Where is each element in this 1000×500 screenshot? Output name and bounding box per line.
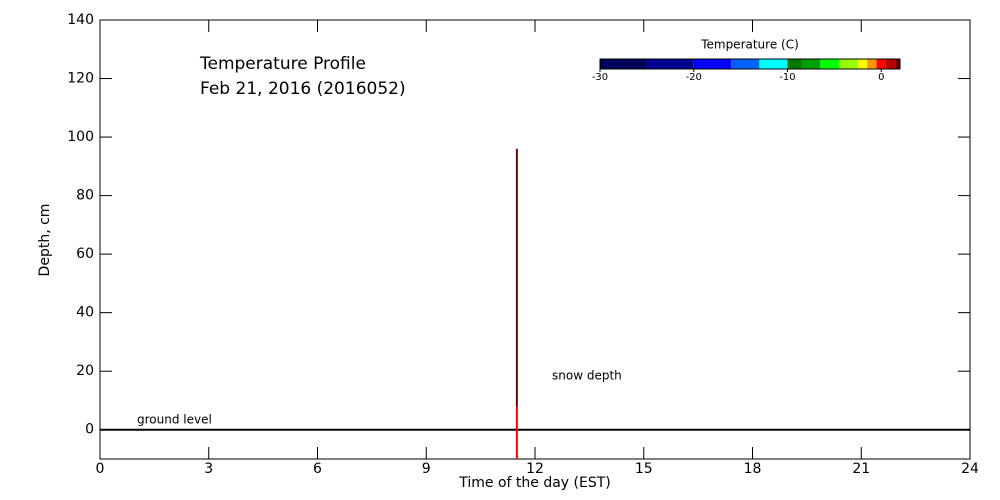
colorbar-bin xyxy=(857,59,868,69)
annotation: snow depth xyxy=(552,369,622,383)
colorbar-bin xyxy=(801,59,821,69)
colorbar-bin xyxy=(731,59,760,69)
annotation: ground level xyxy=(137,413,212,427)
x-tick-label: 24 xyxy=(961,461,979,477)
x-tick-label: 3 xyxy=(204,461,213,477)
chart-subtitle: Feb 21, 2016 (2016052) xyxy=(200,79,406,99)
colorbar-bin xyxy=(787,59,802,69)
x-tick-label: 9 xyxy=(422,461,431,477)
colorbar-tick-label: -30 xyxy=(592,72,608,83)
colorbar-label: Temperature (C) xyxy=(700,38,799,52)
x-tick-label: 12 xyxy=(526,461,544,477)
y-tick-label: 140 xyxy=(67,12,94,28)
x-tick-label: 6 xyxy=(313,461,322,477)
chart-title: Temperature Profile xyxy=(199,54,366,74)
colorbar-frame xyxy=(599,58,901,70)
y-tick-label: 100 xyxy=(67,129,94,145)
colorbar-tick-label: -20 xyxy=(686,72,702,83)
y-axis-label: Depth, cm xyxy=(37,204,53,277)
x-tick-label: 21 xyxy=(852,461,870,477)
colorbar-bin xyxy=(885,59,896,69)
colorbar-tick-label: -10 xyxy=(779,72,795,83)
colorbar-bin xyxy=(759,59,788,69)
colorbar-bin xyxy=(867,59,877,69)
colorbar-bin xyxy=(895,59,900,69)
colorbar-tick-label: 0 xyxy=(878,72,884,83)
x-tick-label: 15 xyxy=(635,461,653,477)
colorbar-bin xyxy=(839,59,858,69)
x-axis-label: Time of the day (EST) xyxy=(458,475,611,491)
y-tick-label: 40 xyxy=(76,305,94,321)
y-tick-label: 80 xyxy=(76,188,94,204)
colorbar-bin xyxy=(820,59,840,69)
y-tick-label: 60 xyxy=(76,246,94,262)
x-tick-label: 0 xyxy=(96,461,105,477)
y-tick-label: 120 xyxy=(67,71,94,87)
colorbar-bin xyxy=(600,59,647,69)
colorbar-bin xyxy=(646,59,694,69)
y-tick-label: 0 xyxy=(85,422,94,438)
colorbar-bin xyxy=(693,59,732,69)
colorbar-bin xyxy=(876,59,886,69)
x-tick-label: 18 xyxy=(744,461,762,477)
y-tick-label: 20 xyxy=(76,363,94,379)
